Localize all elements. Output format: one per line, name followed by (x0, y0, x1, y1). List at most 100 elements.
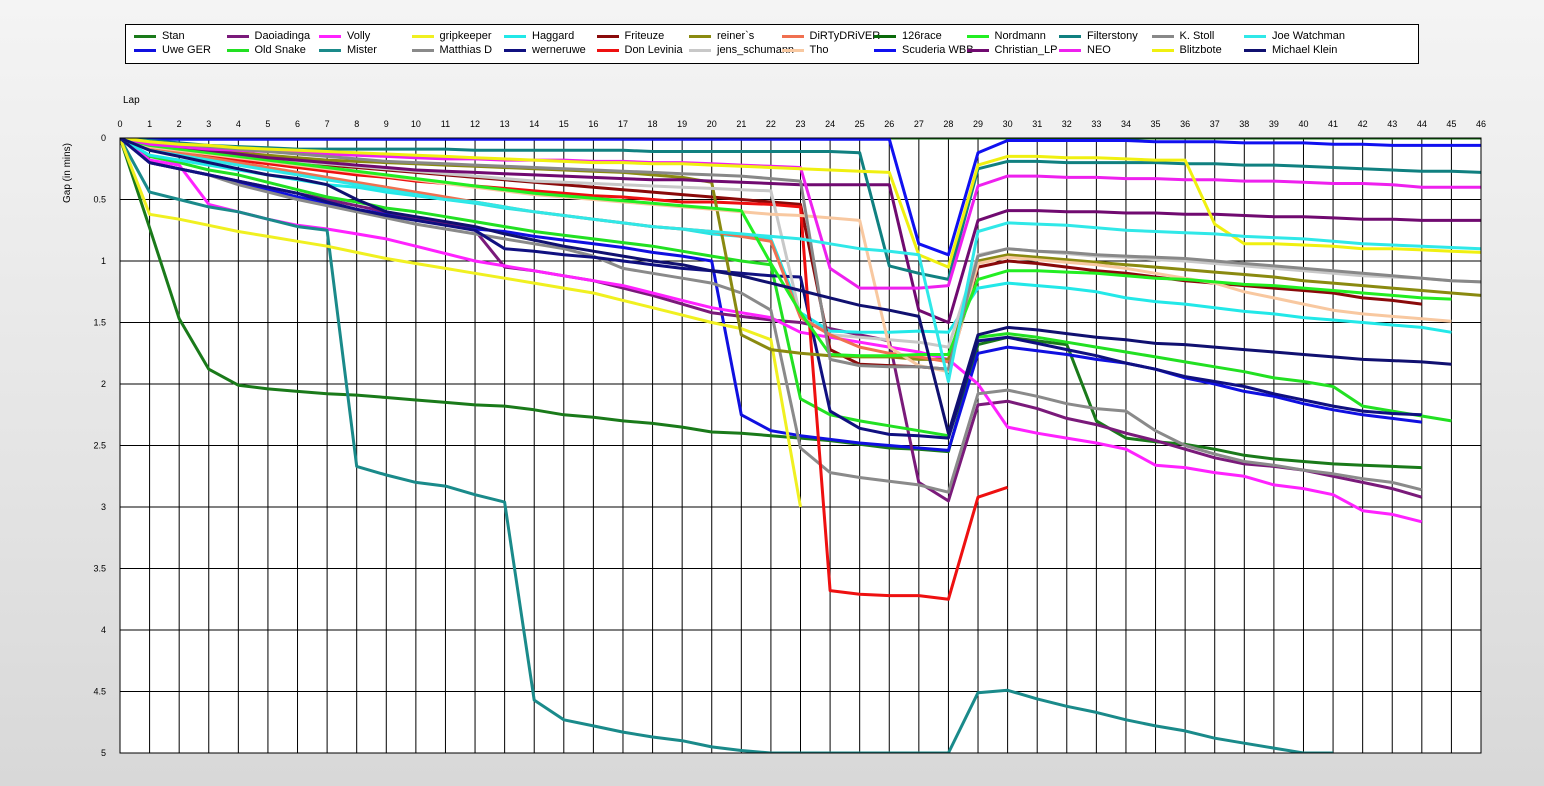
x-tick-label: 3 (206, 119, 211, 129)
x-tick-label: 4 (236, 119, 241, 129)
legend-label: Michael Klein (1272, 44, 1338, 56)
x-tick-label: 26 (884, 119, 894, 129)
legend-label: Old Snake (254, 44, 306, 56)
legend-swatch (874, 49, 896, 52)
x-tick-label: 14 (529, 119, 539, 129)
series-line-volly (120, 138, 1423, 524)
legend-swatch (596, 49, 619, 52)
series-lines (120, 138, 1481, 753)
legend-swatch (134, 35, 156, 38)
legend-label: Blitzbote (1179, 44, 1222, 56)
y-tick-label: 3 (101, 502, 106, 512)
legend-label: K. Stoll (1179, 30, 1215, 42)
x-tick-label: 24 (825, 119, 835, 129)
x-tick-label: 33 (1091, 119, 1101, 129)
series-line-reiner-s (120, 138, 1481, 361)
y-tick-label: 3.5 (93, 564, 106, 574)
series-line-filterstony (120, 138, 1481, 281)
legend-label: Volly (347, 30, 371, 42)
chart-legend: Stan Uwe GER Daoiadinga Old Snake Volly Miste… (125, 24, 1419, 64)
x-tick-label: 13 (500, 119, 510, 129)
series-line-stan (120, 138, 1422, 470)
series-line-old-snake (120, 138, 1452, 438)
x-tick-label: 8 (354, 119, 359, 129)
series-line-don-levinia (120, 138, 1009, 601)
legend-label: 126race (902, 30, 942, 42)
y-tick-label: 1 (101, 256, 106, 266)
legend-swatch (874, 35, 896, 38)
x-tick-label: 37 (1210, 119, 1220, 129)
y-axis-title: Gap (in mins) (62, 143, 73, 203)
legend-label: Nordmann (994, 30, 1046, 42)
legend-label: Christian_LP (994, 44, 1058, 56)
x-tick-label: 43 (1387, 119, 1397, 129)
legend-swatch (226, 49, 249, 52)
legend-label: Mister (347, 44, 377, 56)
legend-label: Joe Watchman (1272, 30, 1345, 42)
x-axis-title: Lap (123, 95, 140, 106)
legend-label: reiner`s (717, 30, 755, 42)
legend-swatch (1059, 35, 1081, 38)
legend-label: Don Levinia (624, 44, 683, 56)
x-tick-label: 41 (1328, 119, 1338, 129)
legend-swatch (1059, 49, 1081, 52)
legend-swatch (781, 49, 804, 52)
x-tick-label: 46 (1476, 119, 1486, 129)
legend-label: Uwe GER (162, 44, 211, 56)
x-tick-label: 40 (1298, 119, 1308, 129)
x-tick-label: 19 (677, 119, 687, 129)
legend-swatch (319, 35, 341, 38)
series-line-blitzbote (120, 138, 1481, 269)
x-tick-label: 9 (384, 119, 389, 129)
legend-swatch (411, 49, 434, 52)
legend-label: Tho (809, 44, 829, 56)
legend-swatch (1151, 35, 1174, 38)
legend-swatch (689, 49, 711, 52)
legend-swatch (504, 49, 526, 52)
legend-swatch (1244, 35, 1266, 38)
legend-swatch (966, 35, 989, 38)
x-tick-label: 45 (1446, 119, 1456, 129)
x-tick-label: 38 (1239, 119, 1249, 129)
y-tick-label: 2 (101, 379, 106, 389)
series-line-matthias-d (120, 138, 1423, 494)
legend-swatch (781, 35, 804, 38)
legend-swatch (689, 35, 711, 38)
x-tick-label: 42 (1358, 119, 1368, 129)
series-line-michael-klein (120, 138, 1452, 435)
series-line-gripkeeper (120, 138, 802, 508)
x-tick-label: 2 (177, 119, 182, 129)
y-tick-label: 0 (101, 133, 106, 143)
y-tick-label: 4.5 (93, 687, 106, 697)
x-tick-label: 10 (411, 119, 421, 129)
legend-swatch (596, 35, 619, 38)
x-tick-label: 21 (736, 119, 746, 129)
x-tick-label: 25 (855, 119, 865, 129)
x-tick-label: 34 (1121, 119, 1131, 129)
legend-label: Haggard (532, 30, 575, 42)
x-tick-label: 1 (147, 119, 152, 129)
x-tick-label: 20 (707, 119, 717, 129)
y-tick-label: 4 (101, 625, 106, 635)
legend-swatch (319, 49, 341, 52)
x-tick-label: 30 (1003, 119, 1013, 129)
x-tick-label: 36 (1180, 119, 1190, 129)
x-tick-label: 22 (766, 119, 776, 129)
x-tick-label: 31 (1032, 119, 1042, 129)
legend-label: Stan (162, 30, 185, 42)
plot-border (119, 137, 1482, 754)
y-tick-label: 2.5 (93, 441, 106, 451)
legend-swatch (411, 35, 434, 38)
x-tick-label: 15 (559, 119, 569, 129)
legend-label: Matthias D (439, 44, 493, 56)
legend-label: NEO (1087, 44, 1111, 56)
x-tick-label: 35 (1151, 119, 1161, 129)
x-tick-label: 29 (973, 119, 983, 129)
x-tick-label: 39 (1269, 119, 1279, 129)
y-tick-label: 5 (101, 748, 106, 758)
legend-label: DiRTyDRiVER (809, 30, 881, 42)
series-line-joe-watchman (120, 138, 1481, 383)
legend-label: Daoiadinga (254, 30, 311, 42)
series-line-k-stoll (120, 138, 1481, 371)
